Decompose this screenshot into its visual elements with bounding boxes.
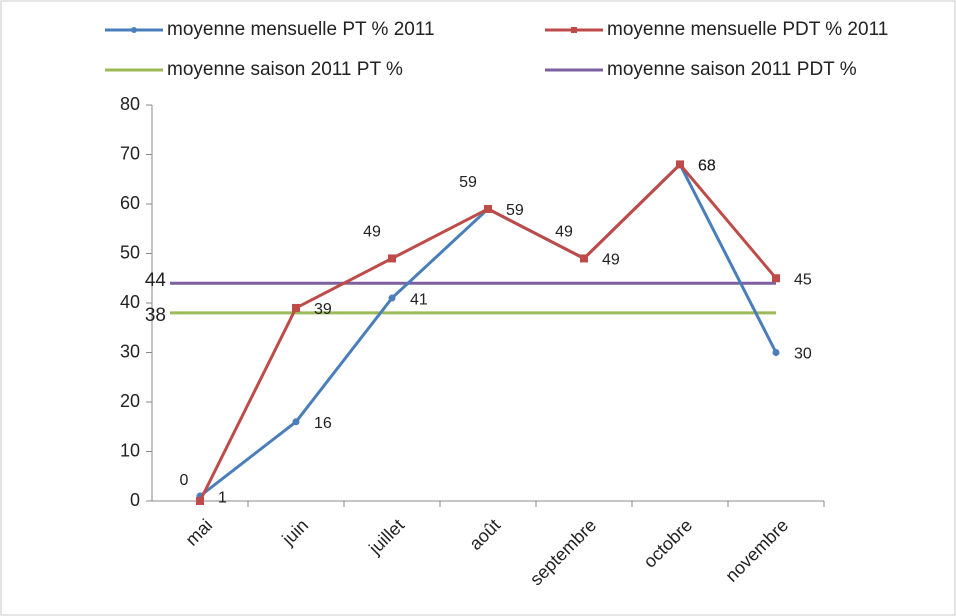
point xyxy=(676,160,684,169)
data-label: 68 xyxy=(698,158,716,175)
legend-label: moyenne mensuelle PDT % 2011 xyxy=(607,19,888,40)
reference-label: 44 xyxy=(145,270,167,291)
point xyxy=(196,497,204,505)
y-tick-label: 40 xyxy=(120,292,140,312)
legend-label: moyenne mensuelle PT % 2011 xyxy=(167,19,435,40)
y-tick-label: 70 xyxy=(120,143,140,163)
point xyxy=(484,204,492,213)
y-tick-label: 10 xyxy=(120,440,140,460)
data-label: 59 xyxy=(506,202,524,219)
data-label: 1 xyxy=(218,489,227,506)
point xyxy=(772,274,780,283)
data-label: 41 xyxy=(410,291,428,308)
legend-marker xyxy=(131,27,137,33)
data-label: 49 xyxy=(555,224,573,241)
data-label: 49 xyxy=(363,224,381,241)
legend-marker xyxy=(571,27,577,33)
legend-label: moyenne saison 2011 PDT % xyxy=(607,59,857,80)
y-tick-label: 60 xyxy=(120,193,140,213)
y-tick-label: 80 xyxy=(120,94,140,114)
data-label: 59 xyxy=(459,174,477,191)
y-tick-label: 50 xyxy=(120,242,140,262)
point xyxy=(388,294,396,302)
data-label: 16 xyxy=(314,415,332,432)
data-label: 45 xyxy=(794,271,812,288)
data-label: 39 xyxy=(314,301,332,318)
data-label: 68 xyxy=(698,158,716,175)
data-label: 49 xyxy=(602,252,620,269)
y-tick-label: 20 xyxy=(120,391,140,411)
point xyxy=(292,303,300,312)
data-label: 30 xyxy=(794,346,812,363)
reference-label: 38 xyxy=(145,305,166,326)
point xyxy=(580,254,588,263)
point xyxy=(772,349,780,356)
point xyxy=(388,254,396,263)
y-tick-label: 30 xyxy=(120,341,140,361)
data-label: 0 xyxy=(180,472,189,489)
y-tick-label: 0 xyxy=(130,490,140,510)
point xyxy=(292,418,300,426)
legend-label: moyenne saison 2011 PT % xyxy=(167,59,403,80)
